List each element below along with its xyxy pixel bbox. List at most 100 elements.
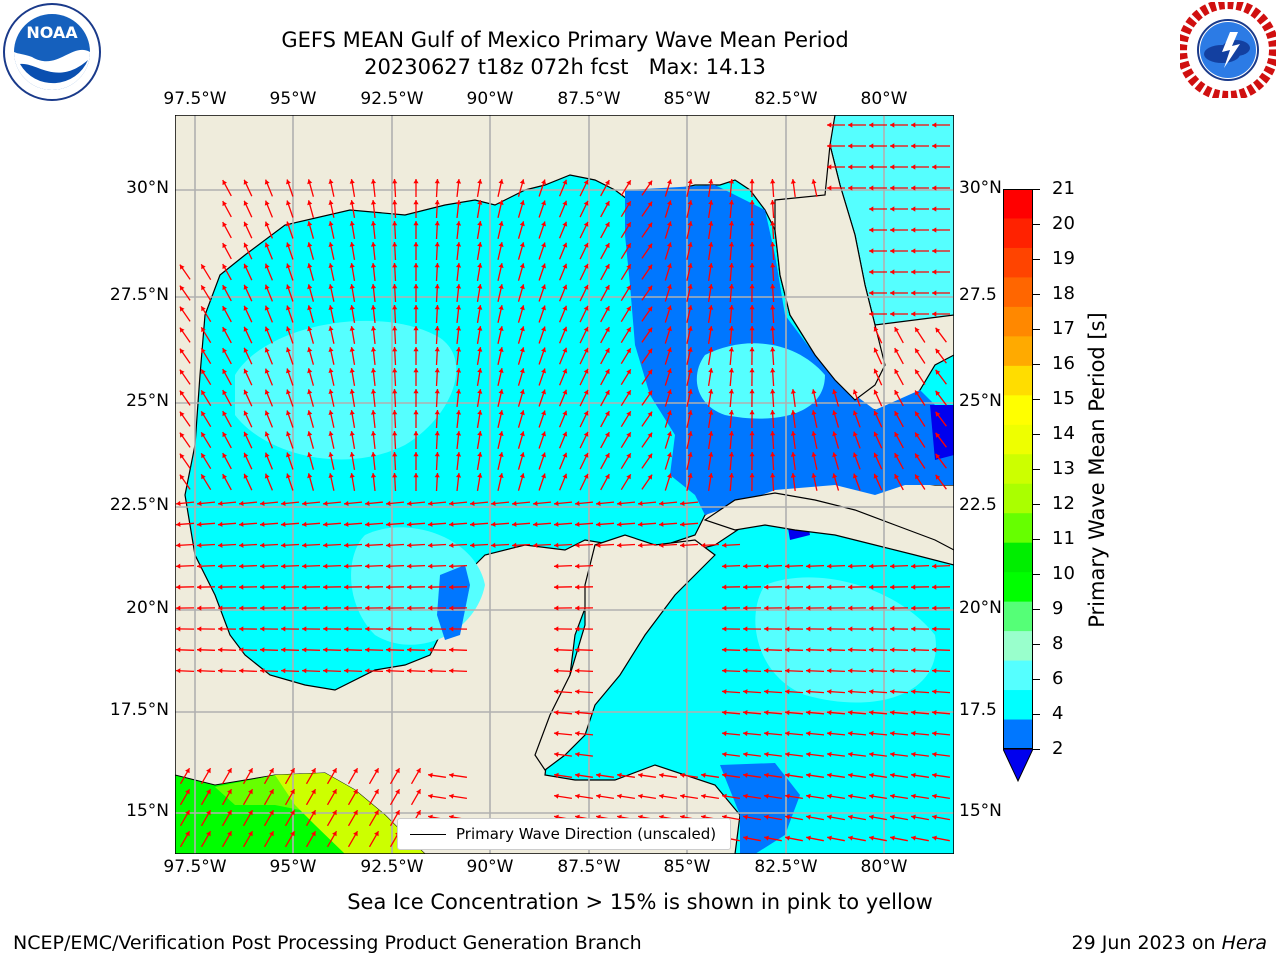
wave-arrow-head (687, 221, 693, 226)
wave-arrow-head (770, 452, 776, 457)
wave-arrow-head (915, 432, 920, 438)
wave-arrow-head (583, 347, 589, 353)
wave-arrow-head (395, 810, 400, 816)
wave-arrow-head (281, 521, 286, 527)
wave-arrow-head (176, 626, 181, 632)
wave-arrow-head (477, 431, 483, 436)
wave-arrow-head (708, 284, 714, 289)
wave-arrow-head (605, 222, 610, 228)
chart-title-line1: GEFS MEAN Gulf of Mexico Primary Wave Me… (281, 28, 849, 52)
wave-arrow-head (911, 647, 916, 653)
wave-arrow-head (806, 710, 811, 716)
wave-arrow-head (605, 432, 610, 438)
wave-arrow-head (575, 772, 580, 778)
colorbar-tick-label: 16 (1052, 353, 1075, 374)
wave-arrow-head (365, 584, 370, 590)
wave-arrow-head (498, 305, 504, 310)
wave-arrow-head (932, 751, 937, 757)
wave-arrow-head (541, 263, 546, 269)
wave-arrow-head (827, 710, 832, 716)
wave-arrow-head (728, 242, 734, 247)
wave-arrow-head (243, 179, 249, 185)
wave-arrow-head (519, 221, 525, 227)
lon-label-bottom: 80°W (860, 857, 908, 877)
lat-label-right: 17.5 (959, 700, 997, 720)
wave-arrow-head (764, 814, 769, 820)
wave-arrow-head (687, 242, 693, 247)
wave-arrow-head (365, 542, 370, 548)
wave-arrow-head (554, 689, 559, 695)
wave-arrow-head (806, 647, 811, 653)
wave-arrow-head (626, 306, 631, 312)
sea-ice-note: Sea Ice Concentration > 15% is shown in … (347, 890, 933, 914)
wave-arrow-head (179, 390, 185, 396)
wave-arrow-head (307, 389, 313, 395)
colorbar-segment (1003, 336, 1033, 367)
wave-arrow-head (416, 789, 421, 795)
wave-arrow-head (583, 368, 589, 374)
wave-arrow-head (911, 710, 916, 716)
wave-arrow-head (764, 689, 769, 695)
colorbar-segment (1003, 660, 1033, 691)
wave-arrow-head (519, 326, 525, 332)
wave-arrow-head (890, 164, 895, 170)
wave-arrow-head (519, 263, 525, 269)
wave-arrow-head (687, 326, 693, 331)
wave-arrow-head (728, 431, 734, 436)
wave-arrow-head (449, 605, 454, 611)
wave-arrow-head (852, 389, 858, 395)
wave-arrow-head (541, 221, 546, 227)
wave-arrow-head (328, 410, 334, 415)
wave-arrow-head (785, 710, 790, 716)
wave-arrow-head (722, 710, 727, 716)
wave-arrow-head (302, 668, 307, 674)
wave-arrow-head (498, 389, 504, 394)
wave-arrow-head (477, 221, 483, 226)
wave-arrow-head (281, 626, 286, 632)
wave-arrow-head (554, 542, 559, 548)
lon-label-bottom: 95°W (269, 857, 317, 877)
wave-arrow-head (932, 772, 937, 778)
colorbar-segment (1003, 513, 1033, 544)
wave-arrow-head (176, 647, 181, 653)
wave-arrow-head (827, 626, 832, 632)
wave-arrow-head (749, 347, 755, 352)
wave-arrow-head (827, 143, 832, 149)
wave-arrow-head (659, 772, 664, 778)
wave-arrow-head (413, 347, 419, 352)
wave-arrow-head (456, 305, 462, 310)
lon-label-bottom: 85°W (663, 857, 711, 877)
wave-arrow-head (264, 305, 270, 311)
wave-arrow-head (286, 452, 291, 458)
wave-arrow-head (449, 668, 454, 674)
wave-arrow-head (290, 768, 295, 774)
wave-arrow-head (541, 284, 546, 290)
wave-arrow-head (728, 200, 734, 205)
wave-arrow-head (687, 179, 693, 184)
wave-arrow-head (890, 730, 895, 737)
lon-label-bottom: 90°W (466, 857, 514, 877)
wave-arrow-head (806, 626, 811, 632)
wave-arrow-head (583, 389, 589, 395)
wave-arrow-head (349, 452, 355, 457)
wave-arrow-head (349, 242, 355, 247)
wave-arrow-head (179, 285, 185, 291)
lat-label-right: 22.5 (959, 495, 997, 515)
wave-arrow-head (764, 605, 769, 611)
wave-arrow-head (176, 563, 181, 569)
colorbar-tick-label: 14 (1052, 423, 1075, 444)
colorbar-tick-mark (1033, 363, 1040, 365)
wave-arrow-head (179, 327, 185, 333)
wave-arrow-head (349, 284, 355, 289)
wave-arrow-head (852, 431, 858, 437)
wave-arrow-head (852, 473, 858, 479)
wave-arrow-head (243, 431, 249, 437)
wave-arrow-head (680, 521, 685, 527)
wave-arrow-head (413, 200, 419, 205)
wave-arrow-head (286, 410, 291, 416)
wave-arrow-head (413, 305, 419, 310)
wave-arrow-head (197, 605, 202, 611)
wave-arrow-head (911, 290, 916, 296)
wave-arrow-head (667, 221, 672, 227)
lat-label-right: 20°N (959, 598, 1002, 618)
